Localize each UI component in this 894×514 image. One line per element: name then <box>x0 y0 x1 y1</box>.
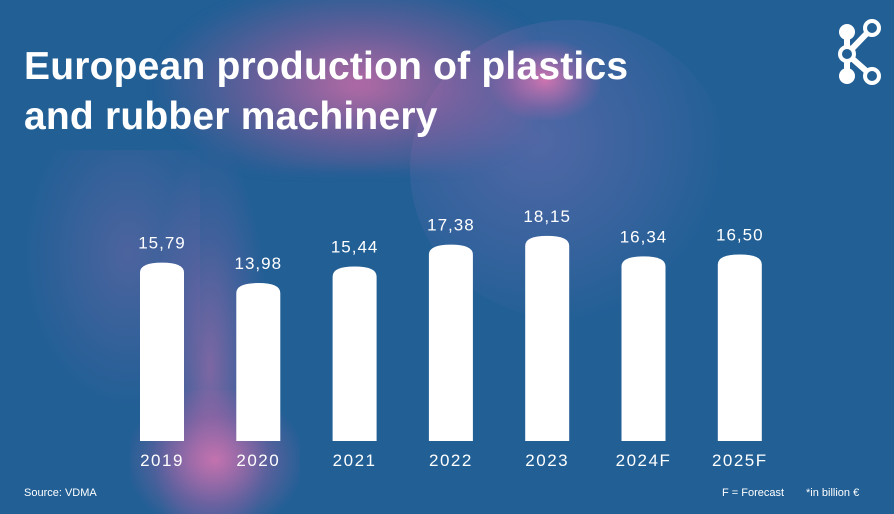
x-tick-label-2022: 2022 <box>429 451 473 470</box>
bar-2022 <box>428 244 473 441</box>
chart-title: European production of plastics and rubb… <box>24 42 628 142</box>
x-tick-label-2024F: 2024F <box>616 451 672 470</box>
data-label-2025F: 16,50 <box>716 226 764 245</box>
x-tick-label-2023: 2023 <box>525 451 569 470</box>
data-label-2022: 17,38 <box>427 216 475 235</box>
data-label-2024F: 16,34 <box>620 227 668 246</box>
x-tick-label-2019: 2019 <box>140 451 184 470</box>
unit-note: *in billion € <box>806 487 860 499</box>
network-nodes-icon <box>838 19 881 85</box>
bar-2024F <box>621 256 666 441</box>
x-tick-label-2020: 2020 <box>236 451 280 470</box>
bar-2019 <box>140 262 184 441</box>
chart-title-line-2: and rubber machinery <box>24 95 438 138</box>
bar-2020 <box>236 283 281 441</box>
bar-2025F <box>717 254 762 441</box>
x-tick-label-2021: 2021 <box>333 451 377 470</box>
x-tick-label-2025F: 2025F <box>712 451 768 470</box>
source-note: Source: VDMA <box>24 487 97 499</box>
data-label-2019: 15,79 <box>138 234 186 253</box>
chart-title-line-1: European production of plastics <box>24 45 629 88</box>
data-label-2020: 13,98 <box>235 254 283 273</box>
data-label-2023: 18,15 <box>523 207 571 226</box>
bar-2023 <box>525 235 570 441</box>
bar-2021 <box>332 266 377 441</box>
forecast-note: F = Forecast <box>722 487 785 499</box>
data-label-2021: 15,44 <box>331 238 379 257</box>
